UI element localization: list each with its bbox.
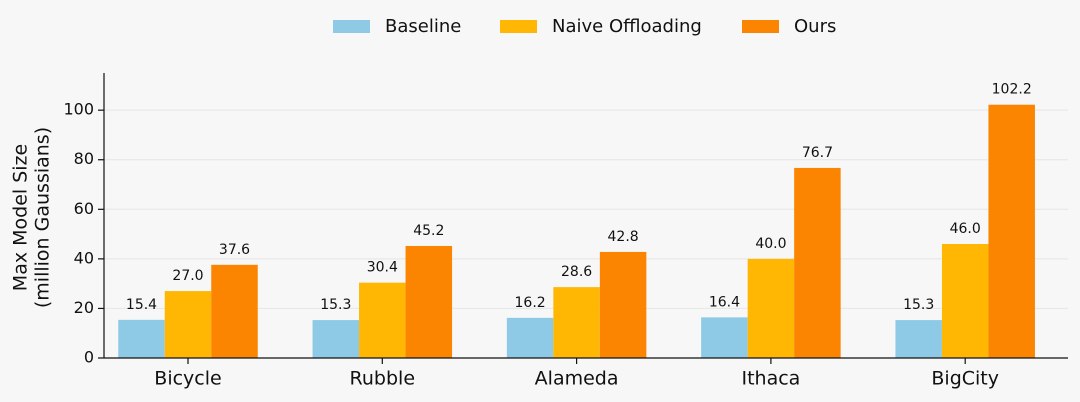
value-label: 15.4 bbox=[126, 297, 157, 313]
legend-swatch bbox=[742, 20, 779, 33]
value-label: 15.3 bbox=[903, 297, 934, 313]
bar bbox=[941, 244, 989, 358]
bar bbox=[701, 317, 748, 358]
value-label: 30.4 bbox=[367, 260, 398, 276]
y-tick-label: 40 bbox=[74, 248, 94, 267]
bar bbox=[359, 282, 406, 358]
legend-label: Baseline bbox=[385, 16, 461, 37]
bar bbox=[747, 258, 795, 358]
bar bbox=[794, 167, 841, 358]
legend-swatch bbox=[333, 20, 370, 33]
value-label: 42.8 bbox=[608, 229, 639, 245]
y-axis-label: Max Model Size bbox=[10, 144, 32, 291]
value-label: 45.2 bbox=[413, 223, 444, 239]
x-tick-label: Bicycle bbox=[154, 368, 221, 390]
value-label: 16.4 bbox=[709, 294, 740, 310]
legend-label: Naive Offloading bbox=[552, 16, 702, 37]
value-label: 102.2 bbox=[992, 82, 1032, 98]
bar bbox=[164, 291, 212, 358]
legend-swatch bbox=[500, 20, 537, 33]
y-tick-label: 80 bbox=[74, 149, 94, 168]
value-label: 76.7 bbox=[802, 145, 833, 161]
value-label: 28.6 bbox=[561, 264, 592, 280]
y-axis-label: (million Gaussians) bbox=[32, 127, 54, 308]
bar bbox=[895, 320, 942, 358]
legend-label: Ours bbox=[794, 16, 836, 37]
value-label: 16.2 bbox=[515, 295, 546, 311]
y-tick-label: 20 bbox=[74, 298, 94, 317]
value-label: 40.0 bbox=[755, 236, 786, 252]
value-label: 37.6 bbox=[219, 242, 250, 258]
bar bbox=[312, 320, 360, 358]
y-tick-label: 0 bbox=[84, 348, 94, 367]
bar bbox=[553, 287, 600, 358]
x-tick-label: Ithaca bbox=[741, 368, 800, 390]
x-tick-label: Alameda bbox=[535, 368, 619, 390]
bar bbox=[211, 264, 258, 358]
y-tick-label: 60 bbox=[74, 199, 94, 218]
bar bbox=[118, 319, 165, 358]
x-tick-label: BigCity bbox=[931, 368, 999, 390]
value-label: 15.3 bbox=[320, 297, 351, 313]
value-label: 27.0 bbox=[172, 268, 203, 284]
bar bbox=[506, 317, 554, 358]
y-tick-label: 100 bbox=[63, 100, 94, 119]
bar bbox=[599, 251, 647, 358]
value-label: 46.0 bbox=[950, 221, 981, 237]
x-tick-label: Rubble bbox=[350, 368, 415, 390]
bar bbox=[988, 104, 1035, 358]
bar bbox=[405, 245, 453, 358]
